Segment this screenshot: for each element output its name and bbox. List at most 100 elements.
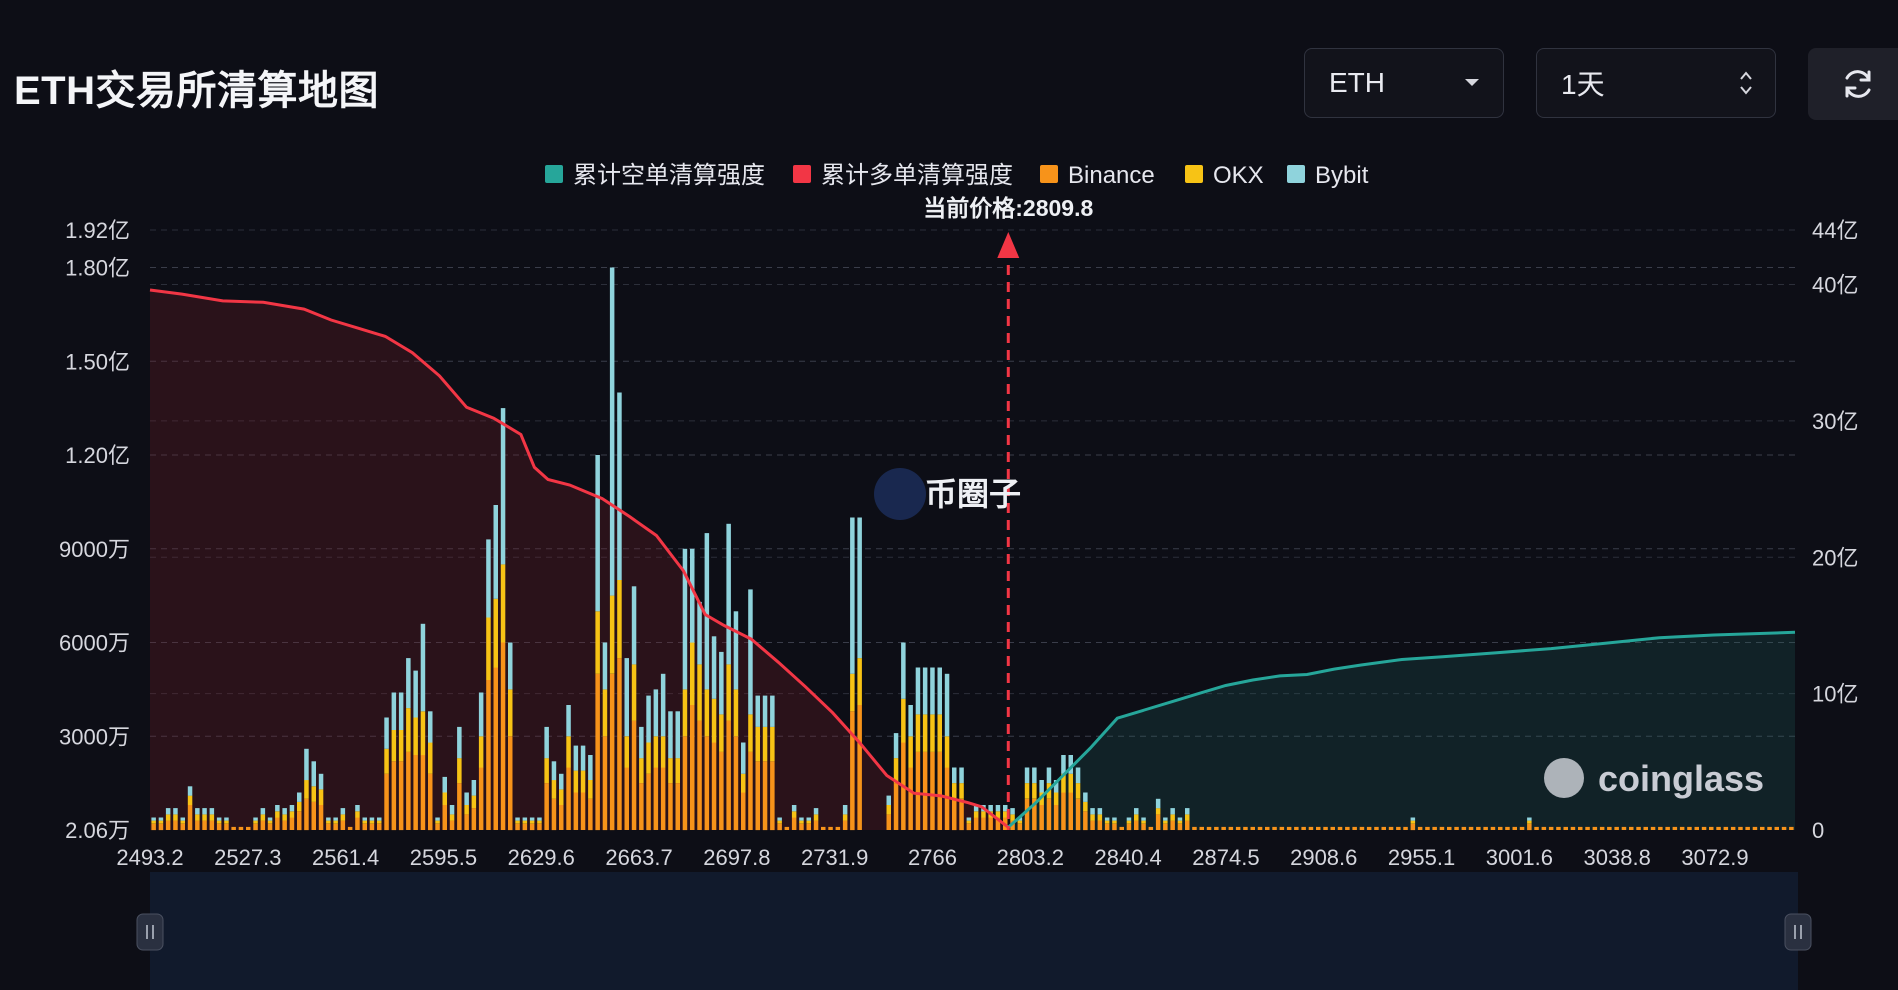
bar-okx-116 [995,811,1001,818]
bar-binance-2 [165,820,171,830]
bar-binance-182 [1476,826,1481,830]
bar-binance-50 [515,823,520,831]
bar-binance-25 [333,823,338,831]
bar-binance-145 [1206,826,1212,830]
bar-binance-140 [1170,820,1175,830]
bar-binance-152 [1257,826,1263,830]
bar-bybit-22 [311,761,316,787]
bar-binance-156 [1286,826,1292,830]
bar-binance-29 [362,823,367,831]
bar-bybit-50 [515,817,520,821]
bar-okx-134 [1126,820,1132,824]
bar-binance-92 [821,826,826,830]
bar-okx-64 [617,580,622,659]
bar-bybit-81 [741,742,746,774]
bar-bybit-67 [639,726,644,759]
bar-bybit-78 [719,651,724,715]
bar-bybit-85 [770,695,775,727]
legend-swatch-3 [1185,165,1203,183]
bar-bybit-18 [282,808,287,815]
range-slider[interactable] [136,872,1812,990]
bar-binance-211 [1687,826,1692,830]
bar-okx-114 [981,811,986,818]
bar-okx-74 [690,642,695,705]
bar-binance-121 [1032,798,1037,831]
bar-bybit-14 [253,817,258,821]
bar-binance-197 [1585,826,1590,830]
bar-okx-5 [187,795,193,805]
bar-okx-88 [791,811,797,818]
bar-okx-38 [428,742,433,774]
bar-okx-79 [726,664,731,721]
slider-handle-right[interactable] [1784,913,1812,951]
x-tick: 2493.2 [116,845,183,870]
y-left-tick: 3000万 [59,724,130,749]
bar-okx-33 [391,730,397,762]
legend-label-1: 累计多单清算强度 [821,162,1013,189]
bar-okx-89 [799,820,804,824]
bar-okx-102 [893,758,899,784]
bar-binance-135 [1134,820,1139,830]
y-right-tick: 40亿 [1812,273,1858,298]
bar-bybit-51 [522,817,528,821]
bar-binance-221 [1760,826,1765,830]
range-select-value: 1天 [1561,69,1605,100]
bar-binance-97 [857,705,862,830]
bar-binance-88 [791,817,797,830]
bar-okx-3 [173,814,178,821]
bar-bybit-106 [922,667,928,715]
bar-bybit-37 [420,623,426,712]
bar-binance-57 [566,767,571,830]
bar-bybit-53 [537,817,542,821]
bar-bybit-19 [289,805,295,812]
bar-binance-178 [1447,826,1452,830]
current-price-marker: 当前价格:2809.8 [923,195,1093,830]
bar-bybit-102 [893,733,899,759]
bar-binance-123 [1046,798,1052,831]
bar-binance-146 [1214,826,1219,830]
bar-bybit-79 [726,523,731,665]
bar-bybit-26 [340,808,346,815]
bar-binance-53 [537,823,542,831]
bar-binance-225 [1789,826,1794,830]
bar-bybit-47 [493,505,498,599]
bar-binance-36 [413,755,418,830]
bar-bybit-142 [1185,808,1190,815]
refresh-button[interactable] [1808,48,1898,120]
bar-bybit-38 [428,711,433,743]
bar-binance-26 [340,820,346,830]
bar-binance-10 [224,823,229,831]
bar-bybit-64 [617,392,622,580]
bar-binance-37 [420,755,426,830]
bar-binance-171 [1396,826,1401,830]
bar-okx-52 [529,820,535,824]
coin-select[interactable]: ETH [1304,48,1504,118]
bar-okx-37 [420,711,426,756]
center-watermark-text: 币圈子 [925,476,1021,512]
slider-handle-left[interactable] [136,913,164,951]
range-select[interactable]: 1天 [1536,48,1776,118]
bar-okx-18 [282,814,287,821]
x-tick: 3038.8 [1584,845,1651,870]
bar-bybit-33 [391,692,397,730]
bar-binance-179 [1454,826,1459,830]
bar-binance-83 [755,761,760,831]
bar-bybit-0 [151,817,156,821]
bar-okx-23 [318,789,324,805]
bar-binance-173 [1410,823,1416,831]
bar-bybit-39 [435,817,440,821]
bar-bybit-128 [1083,792,1088,802]
bar-binance-184 [1490,826,1496,830]
bar-binance-71 [668,783,673,830]
bar-bybit-63 [609,267,615,596]
current-price-label: 当前价格:2809.8 [923,195,1093,221]
bar-binance-174 [1417,826,1423,830]
bar-binance-120 [1024,798,1030,831]
bar-bybit-4 [180,817,185,821]
bar-okx-41 [449,814,455,821]
bar-binance-102 [893,783,899,830]
bar-okx-46 [486,617,491,680]
bar-binance-67 [639,783,644,830]
bar-okx-72 [675,758,680,784]
bar-binance-47 [493,667,498,830]
